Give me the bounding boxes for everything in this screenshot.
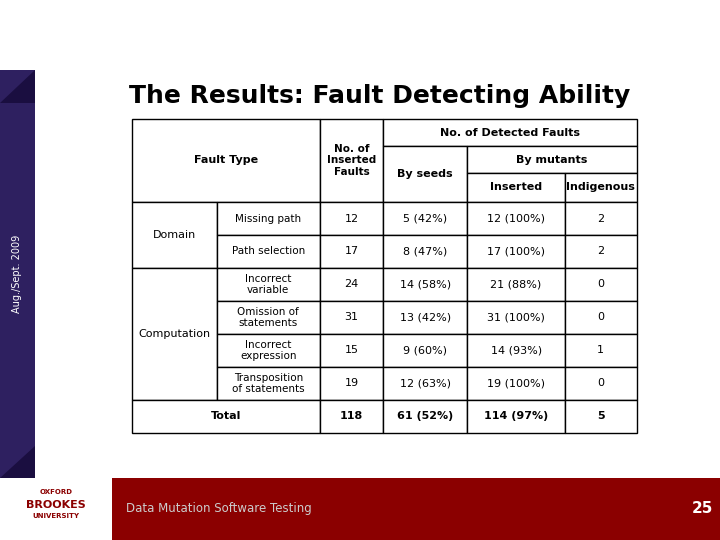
Text: 1: 1: [598, 346, 604, 355]
Text: 13 (42%): 13 (42%): [400, 313, 451, 322]
Text: Missing path: Missing path: [235, 213, 302, 224]
Text: 0: 0: [598, 280, 604, 289]
Bar: [467, 301, 564, 334]
Bar: [217, 367, 320, 400]
Text: Incorrect
variable: Incorrect variable: [245, 274, 292, 295]
Bar: [383, 146, 467, 202]
Bar: [320, 400, 383, 433]
Text: 19 (100%): 19 (100%): [487, 379, 545, 388]
Text: 8 (47%): 8 (47%): [403, 246, 447, 256]
Text: Domain: Domain: [153, 230, 196, 240]
Bar: [467, 235, 564, 268]
Bar: [217, 235, 320, 268]
Text: 12 (100%): 12 (100%): [487, 213, 545, 224]
Bar: [217, 334, 320, 367]
Text: 61 (52%): 61 (52%): [397, 411, 454, 421]
Text: 19: 19: [344, 379, 359, 388]
Text: 114 (97%): 114 (97%): [484, 411, 548, 421]
Bar: [564, 268, 636, 301]
Bar: [467, 202, 564, 235]
Text: Incorrect
expression: Incorrect expression: [240, 340, 297, 361]
Bar: [467, 367, 564, 400]
Bar: [320, 235, 383, 268]
Text: The Results: Fault Detecting Ability: The Results: Fault Detecting Ability: [129, 84, 630, 107]
Text: Computation: Computation: [138, 329, 210, 339]
Text: Path selection: Path selection: [232, 246, 305, 256]
Bar: [383, 119, 637, 146]
Bar: [383, 334, 467, 367]
Text: 14 (58%): 14 (58%): [400, 280, 451, 289]
Text: No. of Detected Faults: No. of Detected Faults: [440, 127, 580, 138]
Bar: [467, 146, 637, 173]
Bar: [383, 268, 467, 301]
Text: 17: 17: [344, 246, 359, 256]
Text: 15: 15: [344, 346, 359, 355]
Text: 14 (93%): 14 (93%): [490, 346, 541, 355]
Text: 0: 0: [598, 379, 604, 388]
Bar: [320, 119, 383, 202]
Text: Omission of
statements: Omission of statements: [238, 307, 300, 328]
Bar: [564, 334, 636, 367]
Bar: [383, 301, 467, 334]
Text: Fault Type: Fault Type: [194, 156, 258, 165]
Bar: [132, 400, 320, 433]
Text: Total: Total: [211, 411, 241, 421]
Bar: [320, 301, 383, 334]
Bar: [564, 173, 636, 202]
Text: Indigenous: Indigenous: [567, 183, 635, 192]
Bar: [217, 301, 320, 334]
Text: 24: 24: [344, 280, 359, 289]
Text: 9 (60%): 9 (60%): [403, 346, 447, 355]
Bar: [564, 400, 636, 433]
Bar: [467, 173, 564, 202]
Bar: [467, 334, 564, 367]
Text: 31 (100%): 31 (100%): [487, 313, 545, 322]
Text: By seeds: By seeds: [397, 169, 453, 179]
Bar: [217, 268, 320, 301]
Bar: [564, 301, 636, 334]
Text: 25: 25: [691, 502, 713, 516]
Bar: [320, 202, 383, 235]
Text: 0: 0: [598, 313, 604, 322]
Text: By mutants: By mutants: [516, 154, 588, 165]
Text: Data Mutation Software Testing: Data Mutation Software Testing: [126, 502, 312, 516]
Bar: [320, 367, 383, 400]
Bar: [383, 367, 467, 400]
Bar: [217, 202, 320, 235]
Text: No. of
Inserted
Faults: No. of Inserted Faults: [327, 144, 376, 177]
Text: BROOKES: BROOKES: [26, 500, 86, 510]
Text: 12: 12: [344, 213, 359, 224]
Bar: [467, 268, 564, 301]
Bar: [564, 367, 636, 400]
Text: 17 (100%): 17 (100%): [487, 246, 545, 256]
Text: 2: 2: [597, 213, 604, 224]
Bar: [383, 202, 467, 235]
Text: 118: 118: [340, 411, 363, 421]
Text: Aug./Sept. 2009: Aug./Sept. 2009: [12, 235, 22, 313]
Bar: [320, 268, 383, 301]
Text: Inserted: Inserted: [490, 183, 542, 192]
Text: OXFORD: OXFORD: [40, 489, 72, 496]
Text: 5 (42%): 5 (42%): [403, 213, 447, 224]
Bar: [383, 235, 467, 268]
Text: 12 (63%): 12 (63%): [400, 379, 451, 388]
Text: 5: 5: [597, 411, 605, 421]
Bar: [467, 400, 564, 433]
Bar: [132, 119, 320, 202]
Bar: [383, 400, 467, 433]
Bar: [564, 235, 636, 268]
Bar: [320, 334, 383, 367]
Text: UNIVERSITY: UNIVERSITY: [32, 513, 79, 519]
Text: Transposition
of statements: Transposition of statements: [232, 373, 305, 394]
Text: 31: 31: [344, 313, 359, 322]
Bar: [564, 202, 636, 235]
Bar: [132, 268, 217, 400]
Bar: [132, 202, 217, 268]
Text: 2: 2: [597, 246, 604, 256]
Text: 21 (88%): 21 (88%): [490, 280, 541, 289]
